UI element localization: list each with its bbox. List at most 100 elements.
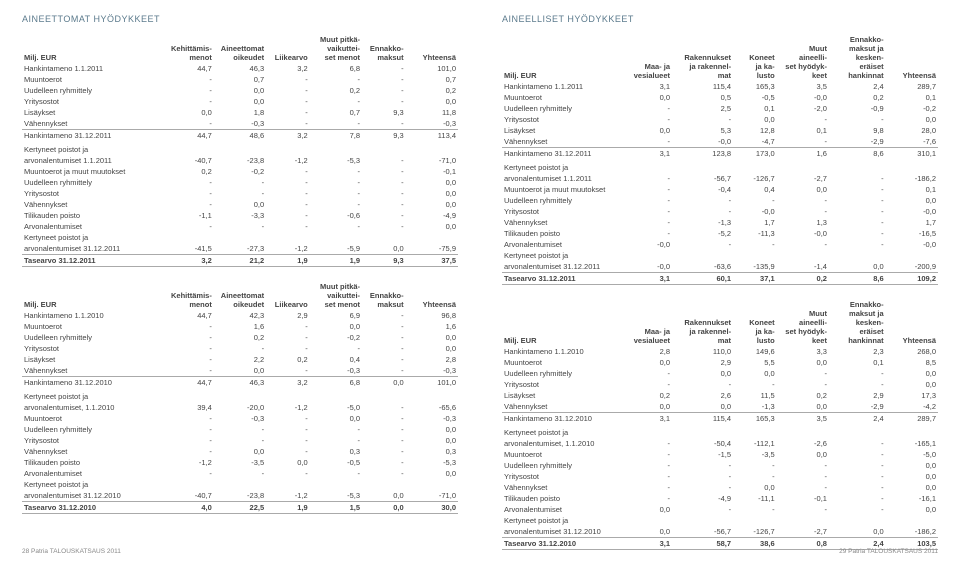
cell: - — [266, 199, 310, 210]
table-row: arvonalentumiset, 1.1.201039,4-20,0-1,2-… — [22, 402, 458, 413]
cell: 4,0 — [162, 502, 214, 514]
cell: - — [362, 310, 406, 321]
cell: 0,0 — [362, 243, 406, 255]
cell: Vähennykset — [22, 365, 162, 377]
cell: - — [829, 217, 886, 228]
table-row: Yritysostot-----0,0 — [22, 188, 458, 199]
cell: - — [214, 177, 266, 188]
cell: - — [829, 438, 886, 449]
cell: 1,8 — [214, 107, 266, 118]
cell: 30,0 — [406, 502, 458, 514]
cell: 9,3 — [362, 130, 406, 142]
cell: 0,0 — [310, 413, 362, 424]
table-row: Vähennykset0,00,0-1,30,0-2,9-4,2 — [502, 401, 938, 413]
cell: - — [362, 402, 406, 413]
table-row: Uudelleen ryhmittely-----0,0 — [22, 177, 458, 188]
cell: - — [829, 114, 886, 125]
cell: 110,0 — [672, 346, 733, 357]
cell: - — [672, 504, 733, 515]
table-row: Uudelleen ryhmittely-----0,0 — [502, 195, 938, 206]
cell: - — [362, 457, 406, 468]
table-row: Kertyneet poistot ja — [22, 479, 458, 490]
cell: Uudelleen ryhmittely — [22, 424, 162, 435]
cell: - — [362, 74, 406, 85]
cell: -2,6 — [777, 438, 829, 449]
cell: -5,3 — [406, 457, 458, 468]
cell: 113,4 — [406, 130, 458, 142]
cell: 115,4 — [672, 81, 733, 92]
cell: -2,9 — [829, 401, 886, 413]
table-row: Hankintameno 31.12.201144,748,63,27,89,3… — [22, 130, 458, 142]
cell: 0,0 — [214, 365, 266, 377]
cell: 0,0 — [777, 357, 829, 368]
cell: 2,2 — [214, 354, 266, 365]
cell: - — [829, 504, 886, 515]
cell: - — [672, 114, 733, 125]
cell: 6,8 — [310, 63, 362, 74]
cell: -71,0 — [406, 490, 458, 502]
table-row: arvonalentumiset 1.1.2011--56,7-126,7-2,… — [502, 173, 938, 184]
cell: 1,9 — [310, 255, 362, 267]
cell: -1,3 — [672, 217, 733, 228]
table-row: Vähennykset--0,3----0,3 — [22, 118, 458, 130]
cell: Muuntoerot — [502, 357, 624, 368]
cell: - — [624, 103, 672, 114]
table-row: Vähennykset-0,0---0,0 — [22, 199, 458, 210]
cell: - — [624, 449, 672, 460]
cell: -0,2 — [214, 166, 266, 177]
cell: Kertyneet poistot ja — [22, 388, 162, 402]
col-header: Yhteensä — [886, 299, 938, 346]
cell: - — [362, 199, 406, 210]
cell: - — [266, 321, 310, 332]
cell: - — [624, 460, 672, 471]
cell: Hankintameno 31.12.2010 — [22, 377, 162, 389]
cell: 0,0 — [886, 379, 938, 390]
cell: -5,2 — [672, 228, 733, 239]
cell: - — [162, 332, 214, 343]
table-row: arvonalentumiset 31.12.2010-40,7-23,8-1,… — [22, 490, 458, 502]
table-row: Yritysostot--0,0--0,0 — [502, 114, 938, 125]
cell: -0,0 — [672, 136, 733, 148]
cell: - — [362, 221, 406, 232]
cell: -0,0 — [733, 206, 777, 217]
cell: - — [777, 368, 829, 379]
cell: 289,7 — [886, 413, 938, 425]
cell: - — [162, 199, 214, 210]
cell: - — [733, 239, 777, 250]
cell: -0,2 — [310, 332, 362, 343]
cell: 0,0 — [624, 401, 672, 413]
cell: 0,1 — [886, 184, 938, 195]
cell: 7,8 — [310, 130, 362, 142]
table-row: Lisäykset-2,20,20,4-2,8 — [22, 354, 458, 365]
cell: 1,7 — [733, 217, 777, 228]
cell: 0,0 — [362, 377, 406, 389]
cell: -1,3 — [733, 401, 777, 413]
cell: 0,8 — [777, 538, 829, 550]
cell: 0,0 — [672, 401, 733, 413]
cell: Kertyneet poistot ja — [502, 159, 624, 173]
cell: - — [162, 435, 214, 446]
cell: -0,6 — [310, 210, 362, 221]
table-row: Arvonalentumiset0,0----0,0 — [502, 504, 938, 515]
cell: - — [162, 74, 214, 85]
cell: - — [362, 118, 406, 130]
cell: 0,2 — [624, 390, 672, 401]
cell: 44,7 — [162, 63, 214, 74]
cell: - — [362, 85, 406, 96]
table-row: Tilikauden poisto--4,9-11,1-0,1--16,1 — [502, 493, 938, 504]
cell: 0,0 — [406, 424, 458, 435]
cell: - — [777, 206, 829, 217]
cell: - — [733, 471, 777, 482]
cell: 2,3 — [829, 346, 886, 357]
cell: 101,0 — [406, 63, 458, 74]
cell: Uudelleen ryhmittely — [22, 85, 162, 96]
cell: 0,7 — [406, 74, 458, 85]
table-row: Hankintameno 1.1.20113,1115,4165,33,52,4… — [502, 81, 938, 92]
cell: - — [310, 199, 362, 210]
cell: 0,0 — [406, 332, 458, 343]
cell: - — [310, 435, 362, 446]
table-row: Uudelleen ryhmittely-----0,0 — [502, 460, 938, 471]
cell: - — [214, 424, 266, 435]
cell: - — [266, 166, 310, 177]
cell: -2,0 — [777, 103, 829, 114]
